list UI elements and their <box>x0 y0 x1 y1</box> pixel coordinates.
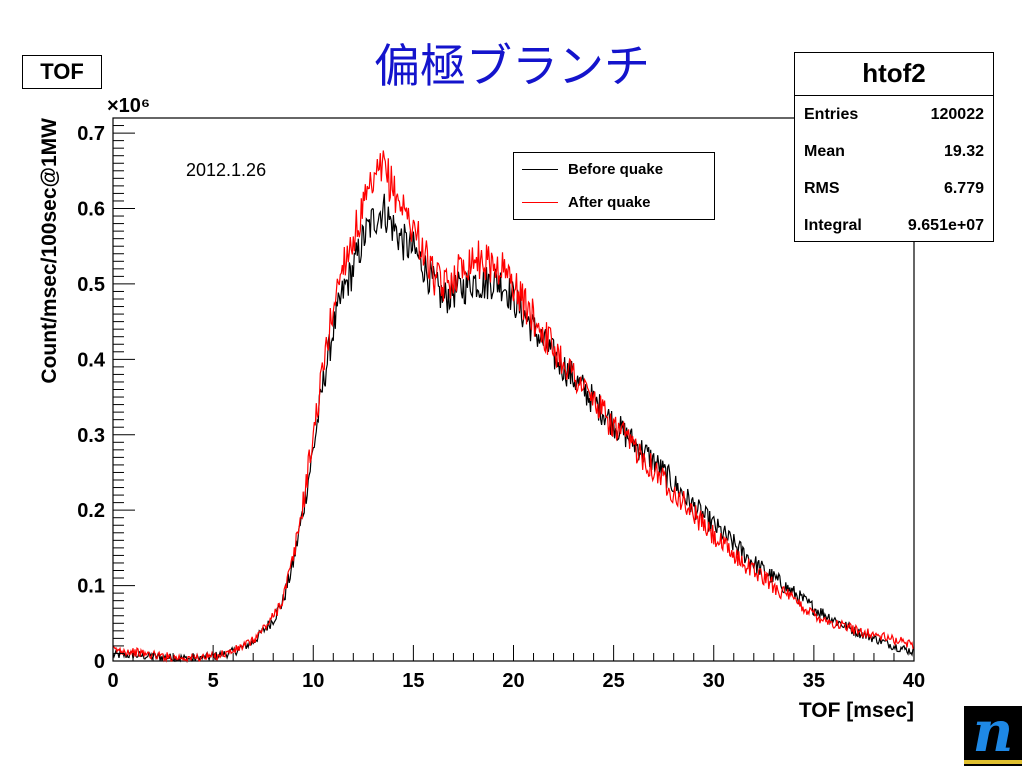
x-tick-label: 10 <box>302 670 324 692</box>
stats-box: htof2 Entries 120022 Mean 19.32 RMS 6.77… <box>794 52 994 242</box>
series-line-before <box>112 193 915 664</box>
y-tick-label: 0.6 <box>77 199 105 221</box>
x-axis-label: TOF [msec] <box>799 699 914 722</box>
x-tick-label: 15 <box>402 670 424 692</box>
stats-value: 6.779 <box>943 180 984 197</box>
stats-row-rms: RMS 6.779 <box>795 170 993 207</box>
logo: n <box>964 704 1022 766</box>
legend-swatch-after <box>522 202 558 203</box>
x-tick-label: 40 <box>903 670 925 692</box>
stats-row-integral: Integral 9.651e+07 <box>795 207 993 244</box>
legend-swatch-before <box>522 169 558 170</box>
stats-label: RMS <box>804 180 840 197</box>
stats-row-mean: Mean 19.32 <box>795 133 993 170</box>
y-tick-label: 0.4 <box>77 349 106 371</box>
legend-entry-after: After quake <box>514 186 714 219</box>
y-axis-label: Count/msec/100sec@1MW <box>38 118 61 384</box>
logo-letter: n <box>972 699 1014 765</box>
date-annotation: 2012.1.26 <box>186 160 267 180</box>
legend-label-before: Before quake <box>568 161 664 178</box>
stats-value: 19.32 <box>943 143 984 160</box>
stats-label: Integral <box>804 217 862 234</box>
y-multiplier-label: ×10⁶ <box>107 95 150 117</box>
stats-value: 120022 <box>930 106 984 123</box>
stats-row-entries: Entries 120022 <box>795 96 993 133</box>
x-tick-label: 0 <box>107 670 118 692</box>
y-tick-label: 0 <box>94 651 105 673</box>
x-tick-label: 30 <box>703 670 725 692</box>
series-line-after <box>112 150 915 663</box>
x-tick-label: 20 <box>502 670 524 692</box>
x-tick-label: 25 <box>603 670 625 692</box>
logo-underline <box>964 760 1022 764</box>
x-tick-label: 5 <box>208 670 219 692</box>
slide-title: 偏極ブランチ <box>374 39 650 93</box>
y-tick-label: 0.5 <box>77 274 105 296</box>
stats-label: Entries <box>804 106 859 123</box>
chart-legend: Before quake After quake <box>513 152 715 220</box>
legend-entry-before: Before quake <box>514 153 714 186</box>
stats-value: 9.651e+07 <box>907 217 984 234</box>
x-tick-label: 35 <box>803 670 825 692</box>
y-tick-label: 0.2 <box>77 500 105 522</box>
y-tick-label: 0.1 <box>77 576 105 598</box>
stats-title: htof2 <box>795 53 993 96</box>
stats-label: Mean <box>804 143 845 160</box>
y-tick-label: 0.3 <box>77 425 105 447</box>
legend-label-after: After quake <box>568 194 651 211</box>
histogram-name-box: TOF <box>22 55 102 89</box>
y-tick-label: 0.7 <box>77 123 105 145</box>
